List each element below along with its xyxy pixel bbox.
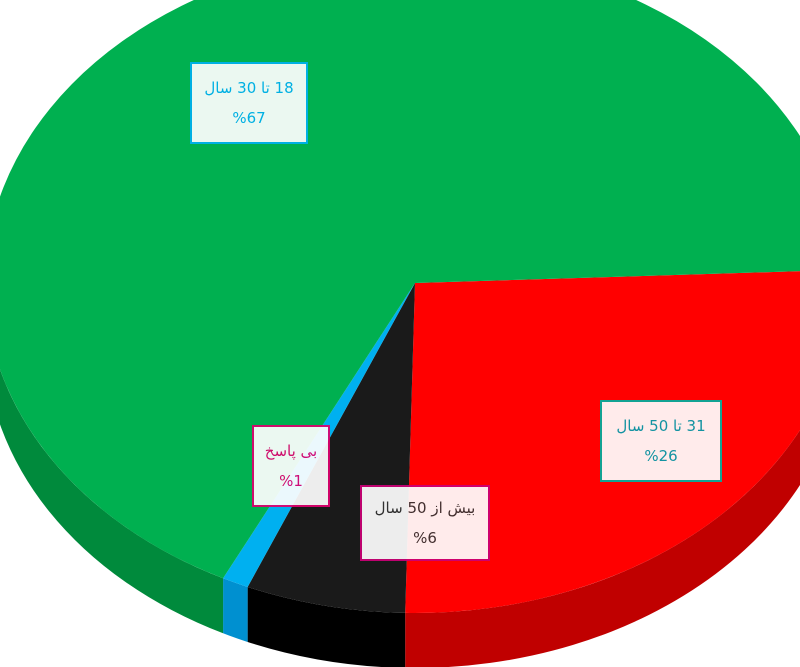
- slice-side-1: [405, 429, 800, 667]
- pie-depth: [0, 369, 800, 667]
- data-label-category: بیش از 50 سال: [374, 499, 476, 517]
- data-label-category: 18 تا 30 سال: [204, 79, 294, 97]
- data-label-value: %6: [413, 529, 437, 547]
- data-label-category: بی پاسخ: [264, 442, 318, 460]
- data-label-value: %67: [232, 109, 266, 127]
- data-label-value: %26: [644, 447, 678, 465]
- pie-slice-4: [0, 0, 800, 579]
- slice-side-4: [0, 369, 224, 634]
- data-label-category: 31 تا 50 سال: [616, 417, 706, 435]
- slice-side-2: [247, 586, 406, 667]
- data-label-3: بی پاسخ %1: [252, 425, 330, 507]
- slice-side-3: [223, 578, 248, 642]
- data-label-4: 18 تا 30 سال %67: [190, 62, 308, 144]
- data-label-1: 31 تا 50 سال %26: [600, 400, 722, 482]
- data-label-2: بیش از 50 سال %6: [360, 485, 490, 561]
- data-label-value: %1: [279, 472, 303, 490]
